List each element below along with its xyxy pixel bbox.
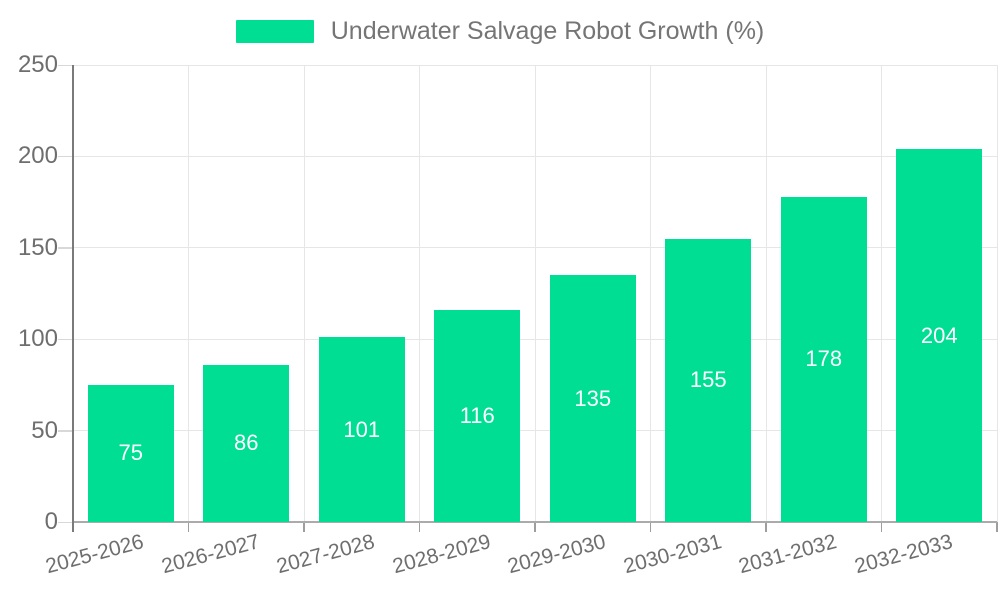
- bar-value-label: 135: [574, 385, 612, 411]
- x-axis-tick-label: 2027-2028: [274, 530, 378, 579]
- x-gridline: [534, 65, 536, 522]
- x-gridline: [303, 65, 305, 522]
- bar: 101: [318, 337, 405, 522]
- y-tick-mark: [58, 155, 73, 158]
- y-axis-tick-label: 50: [31, 416, 58, 444]
- bar: 135: [549, 275, 636, 522]
- bar-value-label: 204: [920, 322, 958, 348]
- bar-value-label: 155: [689, 367, 727, 393]
- y-axis-tick-label: 250: [17, 51, 58, 78]
- x-gridline: [996, 65, 998, 522]
- x-tick-mark: [418, 522, 421, 532]
- bar-value-label: 116: [459, 402, 495, 428]
- chart-legend: Underwater Salvage Robot Growth (%): [0, 17, 1000, 46]
- legend-label: Underwater Salvage Robot Growth (%): [330, 17, 765, 45]
- x-gridline: [881, 65, 882, 522]
- y-tick-mark: [58, 64, 73, 66]
- x-tick-mark: [303, 522, 305, 532]
- legend-swatch: [235, 20, 314, 44]
- bar: 75: [87, 384, 174, 522]
- x-axis-tick-label: 2031-2032: [736, 530, 840, 579]
- y-tick-mark: [58, 338, 73, 341]
- y-axis-tick-label: 100: [17, 325, 58, 353]
- y-axis-tick-label: 200: [17, 142, 58, 170]
- x-axis-tick-label: 2030-2031: [620, 530, 724, 579]
- x-gridline: [765, 65, 767, 522]
- bar: 86: [203, 364, 290, 522]
- x-tick-mark: [880, 522, 883, 532]
- bar: 178: [780, 196, 867, 522]
- y-axis-line: [72, 65, 74, 532]
- x-axis-tick-label: 2025-2026: [43, 530, 147, 579]
- y-tick-mark: [58, 430, 73, 432]
- x-tick-mark: [534, 522, 536, 532]
- x-tick-mark: [649, 522, 652, 532]
- x-axis-line: [73, 521, 997, 523]
- x-axis-tick-label: 2026-2027: [158, 530, 262, 579]
- bar-value-label: 101: [343, 416, 381, 442]
- x-tick-mark: [996, 522, 998, 532]
- bar-value-label: 178: [805, 346, 843, 372]
- x-tick-mark: [765, 522, 767, 532]
- bar: 204: [896, 149, 983, 522]
- bar: 116: [434, 309, 521, 522]
- y-tick-mark: [58, 247, 73, 249]
- x-gridline: [650, 65, 651, 522]
- y-axis-tick-label: 0: [44, 508, 58, 535]
- x-tick-mark: [187, 522, 190, 532]
- x-gridline: [188, 65, 189, 522]
- bar-value-label: 75: [118, 440, 143, 466]
- x-axis-tick-label: 2028-2029: [389, 530, 493, 579]
- bar-value-label: 86: [234, 430, 259, 456]
- x-gridline: [419, 65, 420, 522]
- bar: 155: [665, 238, 752, 522]
- x-axis-tick-label: 2029-2030: [505, 530, 609, 579]
- x-axis-tick-label: 2032-2033: [851, 530, 955, 579]
- y-tick-mark: [58, 521, 73, 523]
- y-axis-tick-label: 150: [17, 233, 58, 261]
